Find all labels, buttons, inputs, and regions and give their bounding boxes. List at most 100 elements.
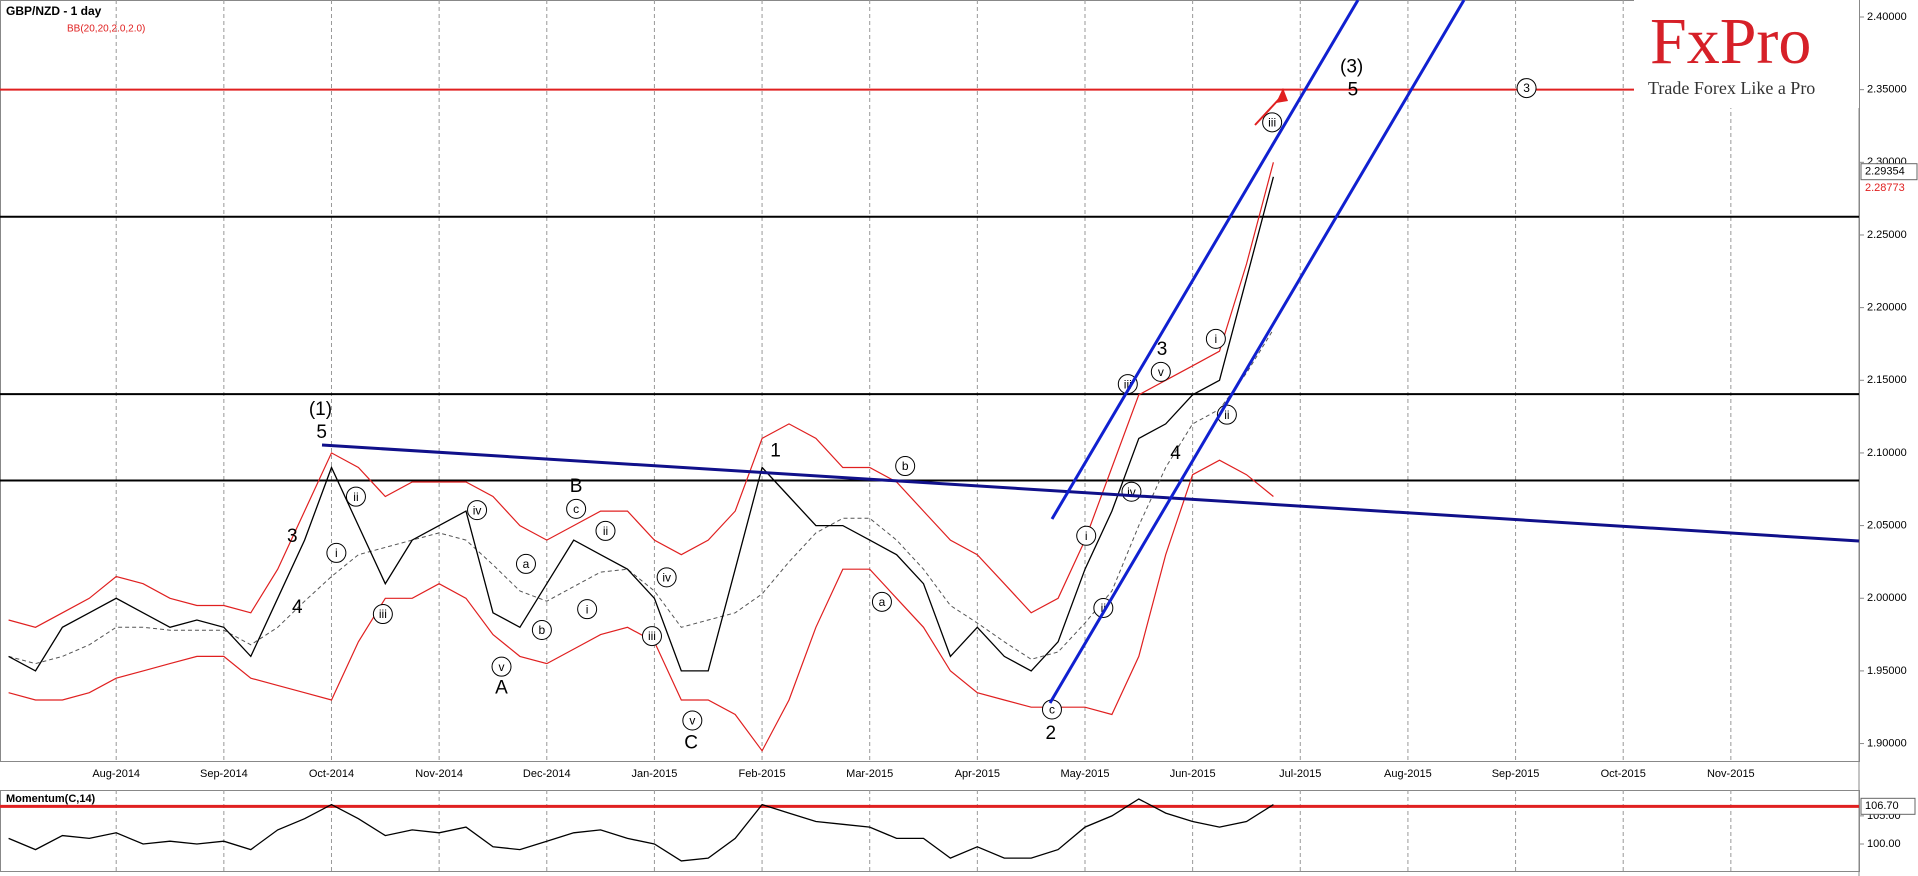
y-tick-label: 2.10000: [1867, 447, 1907, 459]
price-line: [8, 798, 1274, 862]
wave-label: 3: [287, 526, 298, 547]
wave-label: C: [684, 733, 698, 754]
wave-label: 2: [1045, 723, 1056, 744]
logo-title: FxPro: [1650, 5, 1811, 78]
x-tick-label: Jul-2015: [1279, 768, 1321, 780]
chart-title: GBP/NZD - 1 day: [6, 4, 102, 18]
circled-label: i: [1085, 529, 1088, 543]
wave-circle: [467, 500, 488, 521]
x-tick-label: Nov-2015: [1707, 768, 1755, 780]
x-tick-label: Aug-2015: [1384, 768, 1432, 780]
circled-label: i: [586, 602, 589, 616]
circled-label: i: [335, 546, 338, 560]
band-middle: [8, 329, 1274, 665]
wave-label: (1): [309, 399, 332, 420]
wave-label: 3: [1157, 339, 1168, 360]
x-tick-label: Jan-2015: [631, 768, 677, 780]
wave-label: 4: [292, 597, 303, 618]
circled-label: iv: [473, 503, 482, 517]
value-label: 106.70: [1865, 800, 1899, 812]
wave-circle: [1516, 78, 1537, 99]
circled-label: ii: [353, 490, 358, 504]
wave-circle: [345, 486, 366, 507]
circled-label: iii: [1268, 115, 1276, 129]
y-tick-label: 1.95000: [1867, 665, 1907, 677]
circled-label: i: [1215, 332, 1218, 346]
y-tick-label: 2.05000: [1867, 520, 1907, 532]
circled-label: v: [1158, 365, 1164, 379]
wave-circle: [1076, 525, 1097, 546]
band-upper: [8, 162, 1274, 628]
price-line: [8, 176, 1275, 672]
target-arrow: [1254, 97, 1281, 126]
circled-label: ii: [1224, 408, 1229, 422]
x-tick-label: Sep-2015: [1492, 768, 1540, 780]
wave-circle: [1150, 361, 1171, 382]
circled-label: iii: [648, 629, 656, 643]
wave-circle: [515, 553, 536, 574]
circled-label: b: [902, 459, 909, 473]
circled-label: a: [523, 557, 530, 571]
y-tick-label: 1.90000: [1867, 737, 1907, 749]
wave-label: 1: [770, 440, 781, 461]
circled-label: iii: [379, 607, 387, 621]
x-tick-label: Oct-2014: [309, 768, 354, 780]
circled-label: v: [499, 660, 505, 674]
circled-label: 3: [1523, 81, 1530, 95]
x-tick-label: Mar-2015: [846, 768, 893, 780]
y-tick-label: 100.00: [1867, 838, 1901, 850]
trend-line: [321, 443, 1860, 543]
x-tick-label: Jun-2015: [1170, 768, 1216, 780]
circled-label: iv: [1127, 485, 1136, 499]
indicator-label: BB(20,20,2.0,2.0): [67, 24, 145, 35]
target-arrow-head: [1276, 88, 1288, 103]
circled-label: iv: [662, 571, 671, 585]
wave-label: 5: [1348, 80, 1359, 101]
wave-label: A: [495, 678, 508, 699]
x-tick-label: Sep-2014: [200, 768, 248, 780]
wave-circle: [895, 456, 916, 477]
channel-line: [1048, 0, 1466, 704]
y-tick-label: 2.40000: [1867, 11, 1907, 23]
circled-label: v: [689, 714, 695, 728]
price-label-box: [1860, 163, 1918, 181]
wave-circle: [491, 656, 512, 677]
circled-label: c: [1049, 703, 1055, 717]
x-tick-label: Feb-2015: [739, 768, 786, 780]
logo-box: [1634, 0, 1859, 108]
band-lower: [8, 459, 1274, 752]
wave-label: 5: [316, 422, 327, 443]
logo-subtitle: Trade Forex Like a Pro: [1648, 78, 1815, 98]
wave-circle: [326, 542, 347, 563]
wave-circle: [531, 619, 552, 640]
wave-circle: [566, 498, 587, 519]
circled-label: iii: [1124, 377, 1132, 391]
wave-circle: [656, 567, 677, 588]
channel-line: [1050, 0, 1360, 520]
circled-label: a: [879, 595, 886, 609]
x-tick-label: Dec-2014: [523, 768, 571, 780]
circled-label: b: [539, 623, 546, 637]
x-tick-label: Apr-2015: [955, 768, 1000, 780]
wave-label: 4: [1170, 443, 1181, 464]
wave-circle: [1205, 328, 1226, 349]
circled-label: ii: [603, 524, 608, 538]
y-tick-label: 2.00000: [1867, 592, 1907, 604]
value-label-box: [1860, 797, 1916, 815]
momentum-title: Momentum(C,14): [6, 793, 96, 805]
wave-circle: [595, 520, 616, 541]
price-label: 2.29354: [1865, 166, 1905, 178]
wave-circle: [577, 599, 598, 620]
wave-label: (3): [1340, 56, 1363, 77]
wave-circle: [641, 626, 662, 647]
wave-circle: [1117, 374, 1138, 395]
y-tick-label: 2.35000: [1867, 84, 1907, 96]
y-tick-label: 2.20000: [1867, 302, 1907, 314]
y-tick-label: 2.15000: [1867, 374, 1907, 386]
wave-circle: [682, 710, 703, 731]
x-tick-label: Oct-2015: [1601, 768, 1646, 780]
x-tick-label: Aug-2014: [92, 768, 140, 780]
